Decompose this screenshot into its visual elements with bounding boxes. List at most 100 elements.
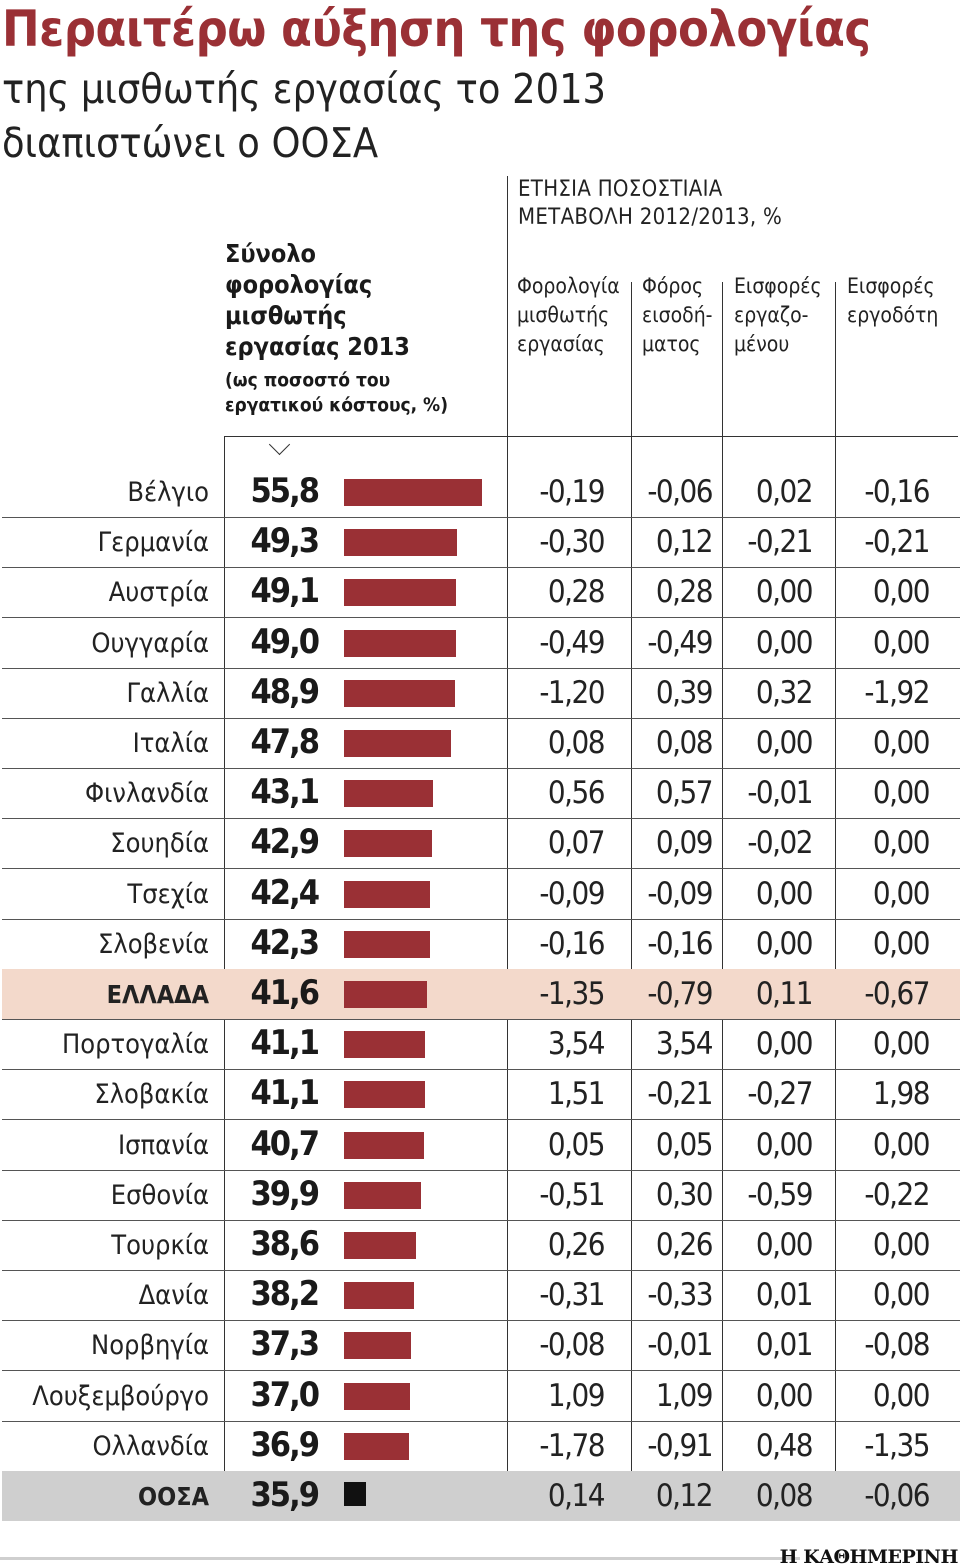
total-bar (344, 1282, 415, 1310)
table-row: Τουρκία 38,6 0,26 0,26 0,00 0,00 (2, 1220, 960, 1271)
change-value-cell: 0,09 (655, 825, 714, 862)
change-value-cell: 0,05 (547, 1126, 606, 1163)
total-value-label: 42,3 (250, 922, 320, 963)
table-row: Ισπανία 40,7 0,05 0,05 0,00 0,00 (2, 1120, 960, 1171)
change-value-cell: 0,39 (655, 674, 714, 711)
table-row: Λουξεμβούργο 37,0 1,09 1,09 0,00 0,00 (2, 1371, 960, 1422)
change-value-cell: 0,48 (755, 1427, 814, 1464)
change-group-header: ΕΤΗΣΙΑ ΠΟΣΟΣΤΙΑΙΑ ΜΕΤΑΒΟΛΗ 2012/2013, % (518, 176, 958, 232)
column-header-employer-contrib: Εισφορές εργοδότη (847, 272, 938, 330)
change-value-cell: 0,08 (755, 1478, 814, 1514)
total-bar (344, 529, 457, 557)
change-value-cell: 0,00 (755, 624, 814, 661)
change-value-cell: 0,26 (655, 1227, 714, 1263)
change-value-cell: 1,09 (655, 1377, 714, 1414)
table-row: Εσθονία 39,9 -0,51 0,30 -0,59 -0,22 (2, 1170, 960, 1221)
divider-change-section (507, 176, 508, 1521)
change-value-cell: 0,00 (755, 574, 814, 611)
change-value-cell: 0,00 (872, 775, 931, 812)
change-value-cell: 0,07 (547, 825, 606, 862)
country-label: Λουξεμβούργο (32, 1380, 209, 1412)
total-value-label: 38,2 (250, 1274, 320, 1315)
change-value-cell: 0,00 (755, 925, 814, 962)
country-label: Ιταλία (132, 728, 209, 759)
table-row: Νορβηγία 37,3 -0,08 -0,01 0,01 -0,08 (2, 1320, 960, 1372)
total-value-label: 41,1 (250, 1073, 320, 1114)
country-label: Εσθονία (110, 1179, 209, 1211)
table-row: Δανία 38,2 -0,31 -0,33 0,01 0,00 (2, 1270, 960, 1322)
table-row: ΕΛΛΑΔΑ 41,6 -1,35 -0,79 0,11 -0,67 (2, 969, 960, 1020)
country-label: Ουγγαρία (91, 627, 209, 659)
total-header-line-2: φορολογίας (225, 270, 373, 299)
chevron-down-icon (268, 433, 291, 456)
change-value-cell: -0,06 (864, 1478, 930, 1514)
header-baseline (224, 436, 958, 437)
change-value-cell: 0,00 (755, 1227, 814, 1263)
change-header-line-2: ΜΕΤΑΒΟΛΗ 2012/2013, % (518, 205, 783, 230)
change-value-cell: 0,00 (872, 1227, 931, 1263)
change-value-cell: 0,00 (872, 1026, 931, 1063)
change-value-cell: -0,08 (539, 1327, 605, 1364)
total-bar (344, 1081, 426, 1109)
country-label: ΟΟΣΑ (137, 1482, 209, 1511)
country-label: Γαλλία (126, 677, 209, 709)
table-row: Ιταλία 47,8 0,08 0,08 0,00 0,00 (2, 718, 960, 769)
country-label: Νορβηγία (91, 1330, 209, 1362)
total-header-line-1: Σύνολο (225, 239, 317, 268)
change-value-cell: -0,51 (539, 1176, 605, 1213)
total-value-label: 48,9 (250, 671, 320, 712)
column-header-line: εισοδή- (642, 303, 713, 327)
total-value-label: 39,9 (250, 1173, 320, 1214)
total-header-note-1: (ως ποσοστό του (225, 369, 391, 391)
total-bar (344, 1432, 410, 1460)
change-value-cell: 0,26 (547, 1227, 606, 1263)
column-header-line: μισθωτής (517, 303, 610, 327)
country-label: Δανία (138, 1280, 209, 1312)
change-value-cell: 0,00 (755, 875, 814, 912)
column-header-line: Φόρος (642, 274, 704, 298)
change-value-cell: 3,54 (655, 1026, 714, 1063)
table-row: Γερμανία 49,3 -0,30 0,12 -0,21 -0,21 (2, 517, 960, 569)
total-header-line-3: μισθωτής (225, 301, 347, 330)
change-value-cell: 0,00 (872, 624, 931, 661)
change-value-cell: -0,91 (647, 1427, 713, 1464)
change-value-cell: -0,09 (539, 875, 605, 912)
table-row: ΟΟΣΑ 35,9 0,14 0,12 0,08 -0,06 (2, 1471, 960, 1521)
change-value-cell: -0,79 (647, 976, 713, 1012)
country-label: Τσεχία (127, 878, 209, 910)
footer-rule (0, 1557, 800, 1560)
table-row: Ουγγαρία 49,0 -0,49 -0,49 0,00 0,00 (2, 618, 960, 669)
change-value-cell: 0,08 (547, 725, 606, 761)
country-label: Φινλανδία (85, 778, 209, 810)
total-bar (344, 780, 434, 808)
total-value-label: 36,9 (250, 1424, 320, 1465)
change-value-cell: -0,31 (539, 1277, 605, 1314)
column-header-line: εργοδότη (847, 303, 939, 327)
change-value-cell: 0,05 (655, 1126, 714, 1163)
change-value-cell: 0,00 (755, 1377, 814, 1414)
change-value-cell: -0,22 (864, 1176, 930, 1213)
change-value-cell: 0,00 (872, 875, 931, 912)
change-value-cell: -0,21 (647, 1076, 713, 1113)
column-header-wage-tax: Φορολογία μισθωτής εργασίας (517, 272, 620, 359)
change-value-cell: 0,00 (755, 1026, 814, 1063)
country-label: Βέλγιο (127, 477, 209, 508)
column-header-line: μένου (734, 332, 790, 356)
change-value-cell: 0,57 (655, 775, 714, 812)
total-value-label: 42,4 (250, 872, 320, 913)
column-header-line: εργαζο- (734, 303, 809, 327)
change-value-cell: 0,08 (655, 725, 714, 761)
change-value-cell: 0,01 (755, 1327, 814, 1364)
total-bar (344, 479, 482, 506)
change-value-cell: 0,00 (755, 725, 814, 761)
total-bar (344, 830, 433, 858)
total-value-label: 49,0 (250, 621, 320, 662)
change-value-cell: -0,27 (747, 1076, 813, 1113)
change-value-cell: -0,59 (747, 1176, 813, 1213)
total-value-label: 37,3 (250, 1324, 320, 1365)
change-value-cell: -0,21 (747, 524, 813, 561)
total-value-label: 49,1 (250, 571, 320, 612)
table-row: Βέλγιο 55,8 -0,19 -0,06 0,02 -0,16 (2, 467, 960, 518)
column-header-employee-contrib: Εισφορές εργαζο- μένου (734, 272, 822, 359)
change-value-cell: 0,12 (655, 1478, 714, 1514)
